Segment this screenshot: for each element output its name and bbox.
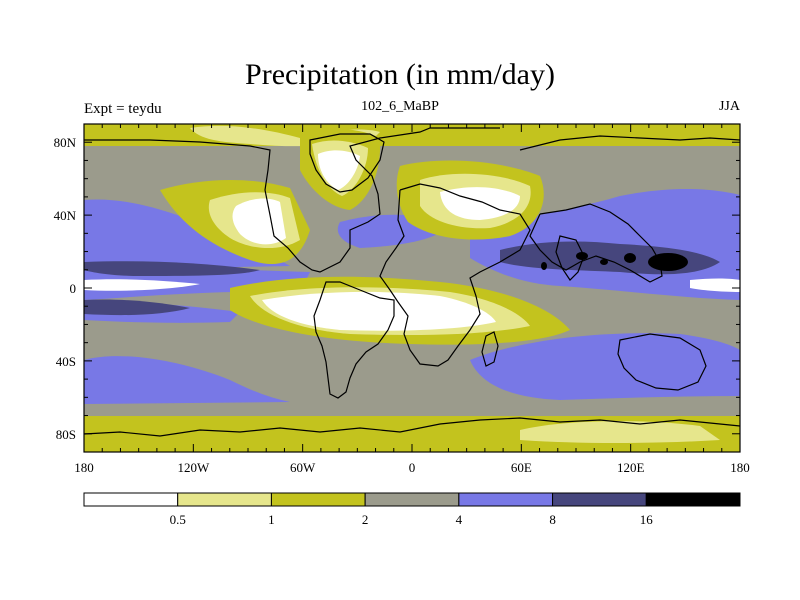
australia-outline xyxy=(617,333,707,391)
europe-africa-outline xyxy=(379,183,531,367)
y-tick-label: 40N xyxy=(54,208,77,223)
colorbar-label: 8 xyxy=(549,512,556,527)
y-tick-label: 40S xyxy=(56,354,76,369)
colorbar-swatch xyxy=(552,492,647,507)
colorbar-label: 1 xyxy=(268,512,275,527)
southern-core xyxy=(84,299,190,316)
southern-track-1 xyxy=(84,356,290,404)
pacific-core xyxy=(84,261,260,276)
x-tick-label: 120E xyxy=(617,460,645,475)
antarctica-outline xyxy=(83,417,741,437)
dry-greenland xyxy=(318,150,360,190)
colorbar-swatch xyxy=(645,492,741,507)
precipitation-map xyxy=(84,124,740,452)
x-tick-label: 120W xyxy=(177,460,210,475)
dry-ne-pacific xyxy=(232,198,286,245)
x-tick-label: 60W xyxy=(290,460,316,475)
x-tick-label: 0 xyxy=(409,460,416,475)
colorbar: 0.5 1 2 4 8 16 xyxy=(83,492,741,527)
max-cell-5 xyxy=(541,262,547,270)
axis-ticks xyxy=(83,123,741,453)
season-label: JJA xyxy=(718,99,740,114)
india-outline xyxy=(555,235,585,281)
colorbar-swatch xyxy=(177,492,272,507)
colorbar-label: 16 xyxy=(640,512,654,527)
colorbar-swatch xyxy=(270,492,366,507)
y-tick-label: 80N xyxy=(54,135,77,150)
max-cell-1 xyxy=(648,253,688,271)
dry-south-atlantic xyxy=(262,291,496,331)
dry-eq-strip xyxy=(84,279,200,291)
y-tick-label: 80S xyxy=(56,427,76,442)
dry-eq-strip-east xyxy=(690,278,740,292)
colorbar-label: 2 xyxy=(362,512,369,527)
colorbar-swatch xyxy=(458,492,554,507)
experiment-label: Expt = teydu xyxy=(84,101,162,117)
period-label: 102_6_MaBP xyxy=(361,99,439,114)
coastlines xyxy=(83,127,741,437)
max-cell-3 xyxy=(624,253,636,263)
x-tick-label: 60E xyxy=(511,460,532,475)
dry-sahara xyxy=(440,187,520,220)
south-light-band xyxy=(520,421,720,443)
x-tick-label: 180 xyxy=(730,460,750,475)
colorbar-label: 4 xyxy=(456,512,463,527)
y-tick-label: 0 xyxy=(70,281,77,296)
north-america-outline xyxy=(84,127,500,273)
x-tick-label: 180 xyxy=(74,460,94,475)
madagascar-outline xyxy=(481,331,499,367)
south-america-outline xyxy=(313,281,395,399)
colorbar-swatch xyxy=(83,492,179,507)
colorbar-label: 0.5 xyxy=(170,512,186,527)
southern-track-2 xyxy=(470,333,740,400)
colorbar-swatch xyxy=(364,492,460,507)
chart-title: Precipitation (in mm/day) xyxy=(245,58,555,91)
max-cell-4 xyxy=(600,259,608,265)
greenland-outline xyxy=(309,133,385,193)
max-cell-2 xyxy=(576,252,588,260)
axis-labels: 180 120W 60W 0 60E 120E 180 80N 40N 0 40S 80S xyxy=(54,135,750,475)
asia-outline xyxy=(519,135,741,283)
